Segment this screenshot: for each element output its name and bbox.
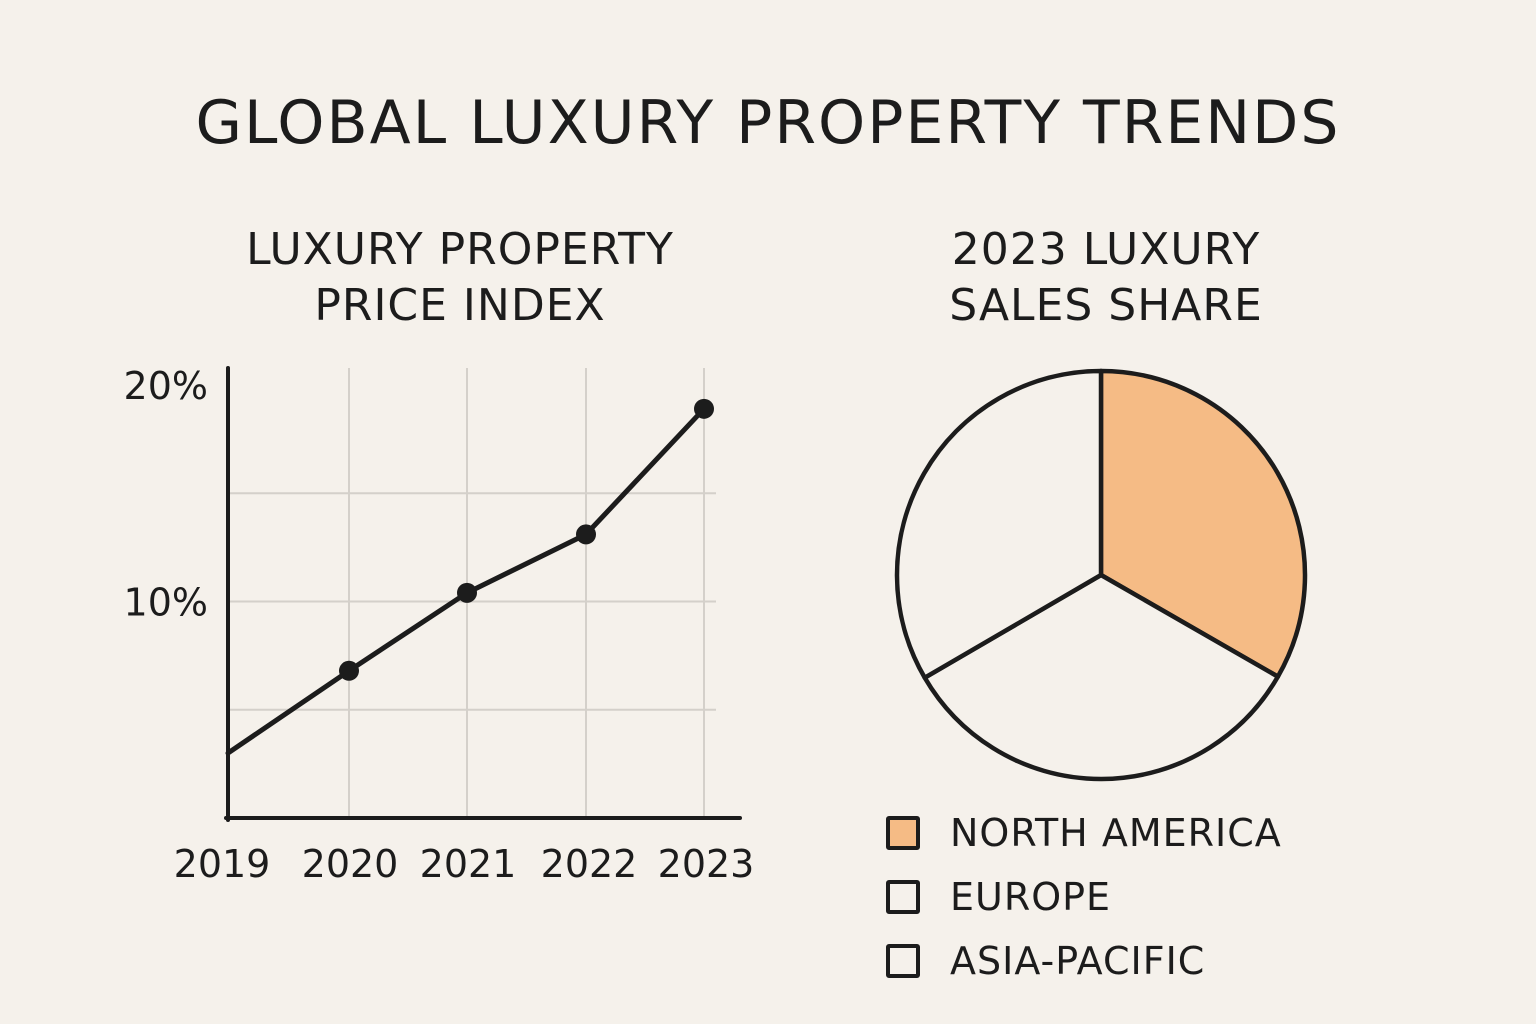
legend-label-europe: EUROPE	[950, 875, 1112, 919]
line-chart-title-line-1: LUXURY PROPERTY	[246, 224, 674, 275]
data-point-2023	[694, 398, 714, 419]
legend-label-north-america: NORTH AMERICA	[950, 811, 1282, 855]
x-tick-label-2023: 2023	[658, 842, 755, 886]
legend-item-asia-pacific: ASIA-PACIFIC	[886, 939, 1282, 983]
legend-swatch-north-america	[886, 816, 920, 850]
x-tick-label-2021: 2021	[420, 842, 517, 886]
pie-slice-europe	[922, 572, 1281, 782]
pie-legend: NORTH AMERICA EUROPE ASIA-PACIFIC	[886, 811, 1282, 1007]
pie-slice-north-america	[1098, 368, 1308, 679]
legend-swatch-europe	[886, 880, 920, 914]
legend-swatch-asia-pacific	[886, 944, 920, 978]
y-tick-label-20: 20%	[124, 364, 208, 408]
legend-item-europe: EUROPE	[886, 875, 1282, 919]
x-tick-label-2020: 2020	[302, 842, 399, 886]
data-point-2021	[457, 582, 477, 603]
pie-chart-title-line-1: 2023 LUXURY	[951, 224, 1261, 275]
main-title: GLOBAL LUXURY PROPERTY TRENDS	[195, 88, 1341, 158]
data-point-2022	[576, 524, 596, 545]
x-tick-label-2019: 2019	[174, 842, 271, 886]
line-chart-title: LUXURY PROPERTY PRICE INDEX	[160, 222, 760, 334]
line-chart-title-line-2: PRICE INDEX	[314, 280, 606, 331]
x-tick-label-2022: 2022	[541, 842, 638, 886]
pie-chart-title-line-2: SALES SHARE	[949, 280, 1263, 331]
data-point-2020	[339, 660, 359, 681]
line-chart: 10% 20% 2019 2020 2021 2022 2023	[124, 364, 755, 886]
legend-item-north-america: NORTH AMERICA	[886, 811, 1282, 855]
pie-chart-title: 2023 LUXURY SALES SHARE	[806, 222, 1406, 334]
pie-slice-asia-pacific	[894, 368, 1104, 680]
legend-label-asia-pacific: ASIA-PACIFIC	[950, 939, 1206, 983]
y-tick-label-10: 10%	[124, 581, 208, 625]
